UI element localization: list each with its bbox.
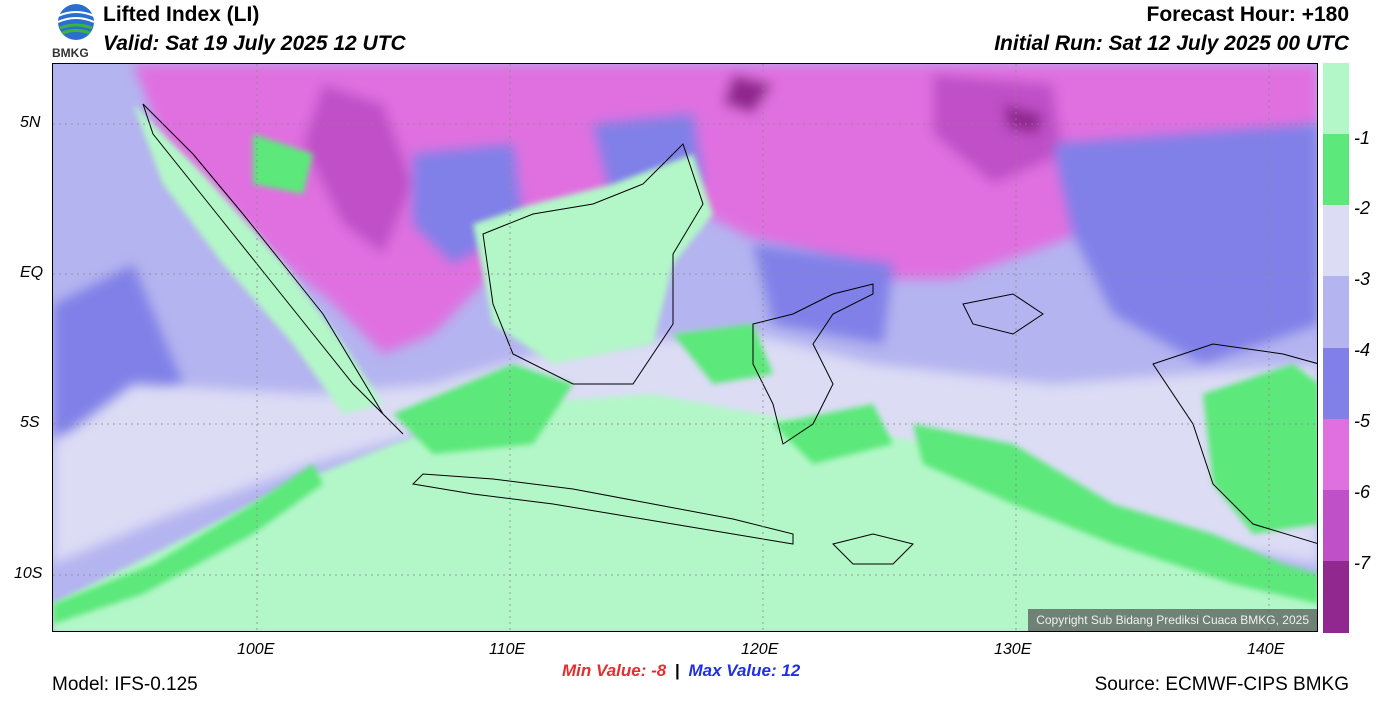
colorbar-label-2: -2 [1354, 198, 1371, 218]
colorbar-label-4: -4 [1354, 340, 1371, 360]
colorbar-label-7: -7 [1354, 553, 1371, 573]
colorbar-swatch [1323, 560, 1349, 633]
maluku-outline [962, 293, 1044, 335]
map-field [53, 64, 1317, 631]
stable-zone-south [53, 104, 1317, 631]
colorbar-swatch [1323, 347, 1349, 420]
lifted-index-map: Copyright Sub Bidang Prediksi Cuaca BMKG… [52, 63, 1318, 632]
logo-text: BMKG [52, 46, 89, 60]
new-guinea-outline [1152, 343, 1317, 544]
model-label: Model: IFS-0.125 [52, 674, 198, 695]
lat-label-10s: 10S [14, 565, 43, 582]
lat-label-eq: EQ [20, 264, 44, 281]
sulawesi-outline [752, 283, 874, 445]
java-outline [411, 473, 794, 545]
lon-label-140e: 140E [1247, 641, 1285, 658]
colorbar-swatch [1323, 418, 1349, 491]
colorbar-swatch [1323, 276, 1349, 348]
graticule [53, 64, 1317, 631]
lon-label-110e: 110E [489, 641, 526, 658]
lat-label-5n: 5N [20, 114, 41, 131]
timor-outline [832, 533, 914, 565]
lon-label-100e: 100E [237, 641, 275, 658]
valid-time: Valid: Sat 19 July 2025 12 UTC [103, 32, 406, 55]
colorbar-swatch [1323, 489, 1349, 562]
colorbar-label-5: -5 [1354, 411, 1371, 431]
chart-title: Lifted Index (LI) [103, 3, 260, 26]
stats-separator: | [674, 661, 680, 680]
max-value: Max Value: 12 [688, 661, 801, 680]
colorbar-swatch [1323, 63, 1349, 135]
colorbar-swatch [1323, 134, 1349, 206]
min-value: Min Value: -8 [562, 661, 667, 680]
lat-label-5s: 5S [20, 414, 40, 431]
borneo-outline [482, 143, 704, 385]
colorbar-swatch [1323, 205, 1349, 277]
forecast-hour: Forecast Hour: +180 [1146, 3, 1350, 26]
lon-label-130e: 130E [994, 641, 1032, 658]
bmkg-logo-icon [57, 4, 95, 40]
bmkg-logo: BMKG [52, 2, 100, 60]
bright-green-bands [53, 134, 1317, 624]
coastlines [142, 103, 1317, 565]
unstable-zone-north [133, 64, 1317, 354]
initial-run: Initial Run: Sat 12 July 2025 00 UTC [994, 32, 1349, 55]
source-label: Source: ECMWF-CIPS BMKG [1094, 674, 1349, 695]
colorbar-label-3: -3 [1354, 269, 1371, 289]
copyright-notice: Copyright Sub Bidang Prediksi Cuaca BMKG… [1028, 609, 1317, 631]
colorbar-label-6: -6 [1354, 482, 1371, 502]
blue-patches [53, 84, 1317, 444]
sumatra-outline [142, 103, 404, 435]
colorbar-label-1: -1 [1354, 128, 1371, 148]
lon-label-120e: 120E [741, 641, 779, 658]
colorbar [1323, 63, 1349, 633]
stats-line: Min Value: -8 | Max Value: 12 [562, 661, 800, 681]
